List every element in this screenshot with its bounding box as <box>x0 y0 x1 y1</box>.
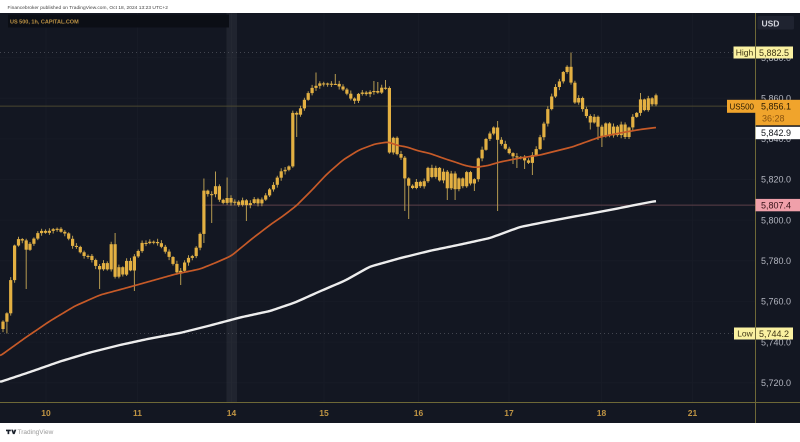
svg-text:11: 11 <box>133 408 142 418</box>
svg-text:5,744.2: 5,744.2 <box>759 329 789 339</box>
svg-text:36:28: 36:28 <box>762 114 785 124</box>
svg-text:Low: Low <box>737 329 753 339</box>
svg-text:21: 21 <box>688 408 698 418</box>
svg-text:5,882.5: 5,882.5 <box>759 48 789 58</box>
svg-text:Financebroker published on Tra: Financebroker published on TradingView.c… <box>8 5 169 11</box>
svg-text:USD: USD <box>762 18 780 28</box>
svg-text:16: 16 <box>414 408 424 418</box>
svg-text:10: 10 <box>41 408 51 418</box>
svg-text:5,740.0: 5,740.0 <box>761 337 791 347</box>
svg-text:5,720.0: 5,720.0 <box>761 378 791 388</box>
svg-text:15: 15 <box>319 408 329 418</box>
svg-text:18: 18 <box>597 408 607 418</box>
svg-text:5,800.0: 5,800.0 <box>761 215 791 225</box>
svg-text:High: High <box>736 48 754 58</box>
svg-text:5,760.0: 5,760.0 <box>761 297 791 307</box>
svg-text:5,780.0: 5,780.0 <box>761 256 791 266</box>
svg-text:5,856.1: 5,856.1 <box>761 102 791 112</box>
svg-text:5,842.9: 5,842.9 <box>761 128 791 138</box>
svg-text:5,820.0: 5,820.0 <box>761 175 791 185</box>
svg-text:5,807.4: 5,807.4 <box>761 200 791 210</box>
svg-text:US 500, 1h, CAPITAL.COM: US 500, 1h, CAPITAL.COM <box>10 19 79 25</box>
svg-text:TradingView: TradingView <box>18 429 54 436</box>
svg-text:5,860.0: 5,860.0 <box>761 93 791 103</box>
svg-text:US500: US500 <box>730 102 755 111</box>
svg-text:14: 14 <box>227 408 237 418</box>
svg-text:17: 17 <box>504 408 514 418</box>
